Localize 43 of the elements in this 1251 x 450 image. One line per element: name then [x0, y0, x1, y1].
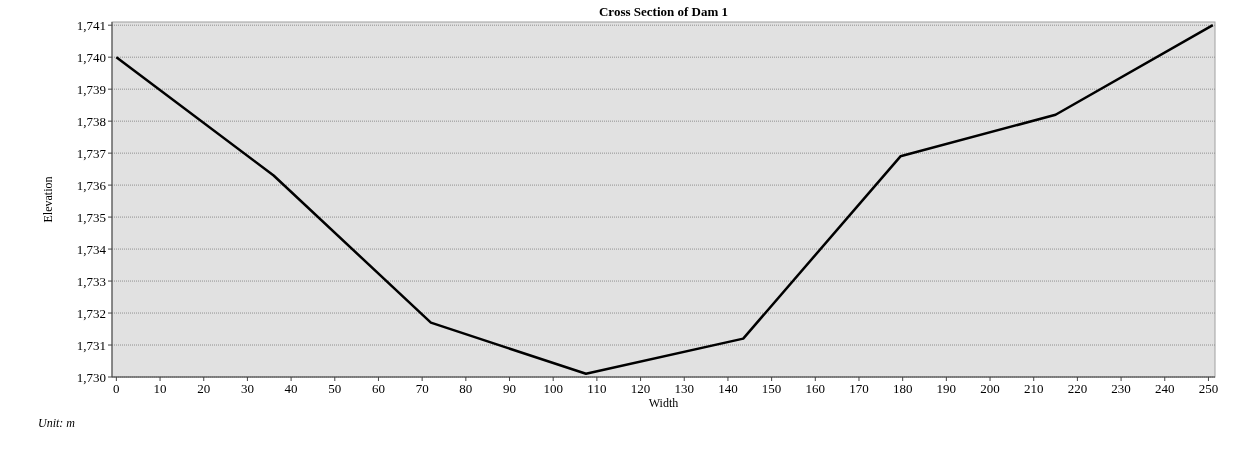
x-tick-label: 150 — [761, 381, 782, 396]
x-tick-label: 100 — [543, 381, 563, 396]
line-series — [115, 23, 1215, 376]
text: Unit: m — [38, 416, 76, 430]
x-tick-label: 170 — [849, 381, 869, 396]
x-tick-label: 90 — [503, 381, 517, 396]
y-tick-label: 1,730 — [76, 369, 106, 385]
x-tick-label: 50 — [328, 381, 342, 396]
x-tick-label: 70 — [415, 381, 429, 396]
x-tick-label: 120 — [630, 381, 651, 396]
x-tick-label: 240 — [1155, 381, 1175, 396]
x-axis-title: Width — [648, 396, 679, 410]
x-tick-label: 10 — [153, 381, 167, 396]
y-tick-label: 1,739 — [76, 81, 106, 97]
x-tick-label: 160 — [805, 381, 826, 396]
x-tick-label: 180 — [892, 381, 913, 396]
x-tick-label: 80 — [459, 381, 473, 396]
x-tick-label: 230 — [1111, 381, 1131, 396]
x-tick-label: 190 — [936, 381, 957, 396]
chart-title: Cross Section of Dam 1 — [598, 4, 729, 19]
y-tick-label: 1,736 — [76, 177, 107, 193]
x-tick-label: 250 — [1198, 381, 1219, 396]
y-tick-label: 1,740 — [76, 49, 106, 65]
y-axis-title: Elevation — [41, 176, 55, 223]
x-tick-label: 40 — [284, 381, 298, 396]
y-tick-label: 1,734 — [76, 241, 107, 257]
x-tick-label: 200 — [980, 381, 1000, 396]
y-tick-label: 1,741 — [76, 17, 106, 33]
y-tick-label: 1,738 — [76, 113, 106, 129]
x-tick-label: 30 — [240, 381, 254, 396]
y-tick-label: 1,731 — [76, 337, 106, 353]
x-tick-label: 0 — [113, 381, 120, 396]
y-tick-label: 1,733 — [76, 273, 106, 289]
y-tick-label: 1,732 — [76, 305, 106, 321]
x-tick-label: 130 — [674, 381, 694, 396]
y-tick-label: 1,735 — [76, 209, 106, 225]
x-tick-label: 110 — [587, 381, 607, 396]
x-tick-label: 220 — [1067, 381, 1088, 396]
x-tick-label: 210 — [1023, 381, 1044, 396]
x-tick-label: 20 — [197, 381, 211, 396]
x-tick-label: 140 — [718, 381, 738, 396]
x-tick-label: 60 — [371, 381, 385, 396]
y-tick-label: 1,737 — [76, 145, 107, 161]
